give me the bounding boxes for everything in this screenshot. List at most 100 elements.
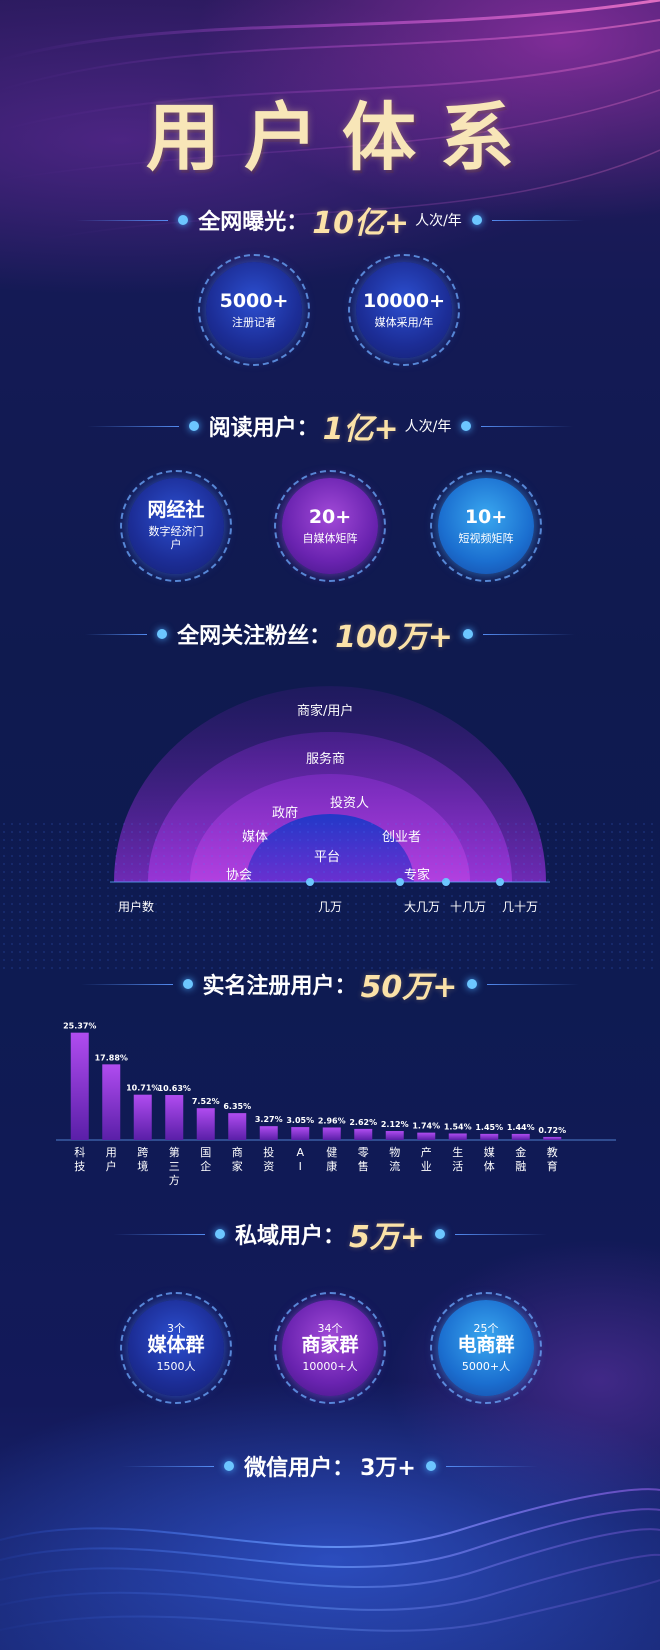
grid-dot bbox=[651, 823, 653, 825]
grid-dot bbox=[19, 903, 21, 905]
grid-dot bbox=[491, 823, 493, 825]
grid-dot bbox=[179, 959, 181, 961]
grid-dot bbox=[515, 887, 517, 889]
grid-dot bbox=[59, 911, 61, 913]
grid-dot bbox=[595, 831, 597, 833]
grid-dot bbox=[523, 887, 525, 889]
grid-dot bbox=[107, 855, 109, 857]
grid-dot bbox=[179, 823, 181, 825]
grid-dot bbox=[507, 847, 509, 849]
grid-dot bbox=[579, 943, 581, 945]
grid-dot bbox=[11, 823, 13, 825]
grid-dot bbox=[195, 839, 197, 841]
grid-dot bbox=[571, 919, 573, 921]
grid-dot bbox=[203, 951, 205, 953]
grid-dot bbox=[11, 847, 13, 849]
dot-icon bbox=[224, 1461, 235, 1471]
grid-dot bbox=[443, 831, 445, 833]
grid-dot bbox=[259, 919, 261, 921]
category-label: 商 bbox=[232, 1145, 243, 1159]
grid-dot bbox=[51, 927, 53, 929]
grid-dot bbox=[163, 847, 165, 849]
grid-dot bbox=[139, 847, 141, 849]
grid-dot bbox=[11, 903, 13, 905]
grid-dot bbox=[67, 879, 69, 881]
grid-dot bbox=[555, 871, 557, 873]
grid-dot bbox=[43, 871, 45, 873]
grid-dot bbox=[371, 863, 373, 865]
grid-dot bbox=[539, 871, 541, 873]
grid-dot bbox=[227, 831, 229, 833]
grid-dot bbox=[379, 887, 381, 889]
grid-dot bbox=[99, 879, 101, 881]
grid-dot bbox=[35, 847, 37, 849]
grid-dot bbox=[227, 903, 229, 905]
grid-dot bbox=[115, 887, 117, 889]
grid-dot bbox=[491, 951, 493, 953]
grid-dot bbox=[387, 927, 389, 929]
grid-dot bbox=[91, 911, 93, 913]
grid-dot bbox=[67, 919, 69, 921]
grid-dot bbox=[3, 951, 5, 953]
divider bbox=[482, 633, 575, 635]
grid-dot bbox=[307, 919, 309, 921]
axis-dot bbox=[442, 878, 450, 886]
grid-dot bbox=[283, 895, 285, 897]
dot-icon bbox=[188, 421, 199, 431]
grid-dot bbox=[347, 871, 349, 873]
grid-dot bbox=[275, 855, 277, 857]
grid-dot bbox=[243, 911, 245, 913]
group-count: 25个 bbox=[473, 1322, 499, 1336]
grid-dot bbox=[619, 935, 621, 937]
divider bbox=[112, 1233, 205, 1235]
grid-dot bbox=[419, 823, 421, 825]
grid-dot bbox=[491, 863, 493, 865]
grid-dot bbox=[571, 935, 573, 937]
divider bbox=[80, 983, 173, 985]
grid-dot bbox=[467, 839, 469, 841]
grid-dot bbox=[59, 871, 61, 873]
grid-dot bbox=[371, 879, 373, 881]
grid-dot bbox=[3, 879, 5, 881]
grid-dot bbox=[515, 919, 517, 921]
grid-dot bbox=[51, 903, 53, 905]
grid-dot bbox=[27, 831, 29, 833]
grid-dot bbox=[355, 863, 357, 865]
grid-dot bbox=[123, 887, 125, 889]
stat-label: 自媒体矩阵 bbox=[302, 531, 358, 545]
grid-dot bbox=[203, 879, 205, 881]
grid-dot bbox=[443, 871, 445, 873]
grid-dot bbox=[3, 831, 5, 833]
grid-dot bbox=[67, 847, 69, 849]
grid-dot bbox=[555, 839, 557, 841]
grid-dot bbox=[611, 919, 613, 921]
grid-dot bbox=[67, 855, 69, 857]
grid-dot bbox=[507, 887, 509, 889]
grid-dot bbox=[483, 951, 485, 953]
grid-dot bbox=[291, 927, 293, 929]
grid-dot bbox=[427, 847, 429, 849]
grid-dot bbox=[19, 839, 21, 841]
grid-dot bbox=[275, 879, 277, 881]
grid-dot bbox=[219, 943, 221, 945]
grid-dot bbox=[155, 943, 157, 945]
section-unit: 人次/年 bbox=[404, 419, 452, 435]
grid-dot bbox=[427, 943, 429, 945]
grid-dot bbox=[235, 855, 237, 857]
grid-dot bbox=[427, 823, 429, 825]
grid-dot bbox=[19, 927, 21, 929]
grid-dot bbox=[139, 919, 141, 921]
grid-dot bbox=[427, 951, 429, 953]
category-label: 健 bbox=[326, 1146, 337, 1159]
section-label: 微信用户： bbox=[244, 1456, 355, 1481]
grid-dot bbox=[147, 943, 149, 945]
grid-dot bbox=[635, 951, 637, 953]
grid-dot bbox=[419, 919, 421, 921]
grid-dot bbox=[139, 823, 141, 825]
grid-dot bbox=[427, 855, 429, 857]
grid-dot bbox=[635, 903, 637, 905]
grid-dot bbox=[611, 839, 613, 841]
grid-dot bbox=[91, 823, 93, 825]
grid-dot bbox=[403, 895, 405, 897]
grid-dot bbox=[147, 823, 149, 825]
